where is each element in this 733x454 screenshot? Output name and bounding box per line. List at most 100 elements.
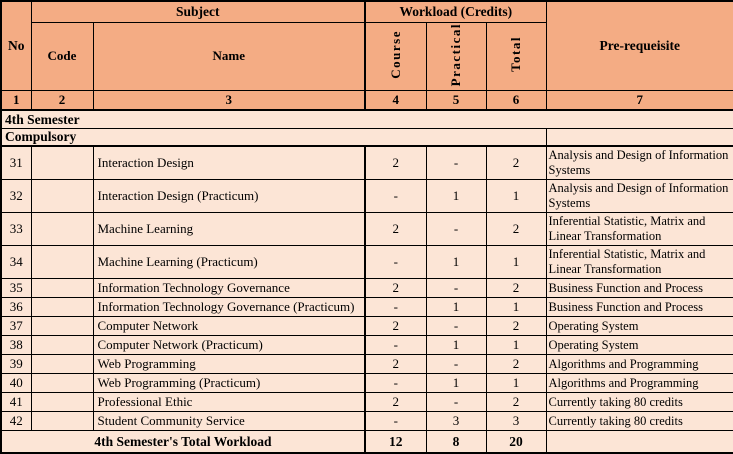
col-num-3: 3 [92,89,366,112]
row-no: 38 [0,335,32,356]
table-row: 42 Student Community Service -3 3 Currently … [0,411,733,432]
row-name: Professional Ethic [92,392,366,413]
row-prerequisite: Analysis and Design of Information Syste… [545,145,733,181]
table-body: 1 2 3 4 5 6 7 4th Semester Compulsory 31… [0,89,733,454]
row-practical: - [425,354,487,375]
row-no: 40 [0,373,32,394]
row-prerequisite: Inferential Statistic, Matrix and Linear… [545,212,733,247]
row-practical: - [425,278,487,299]
row-total: 2 [485,145,547,181]
row-name: Web Programming (Practicum) [92,373,366,394]
table-row: 31 Interaction Design 2-2 Analysis and Desi… [0,145,733,181]
row-course: - [364,335,427,356]
row-name: Machine Learning (Practicum) [92,245,366,280]
row-total: 3 [485,411,547,432]
total-label: 4th Semester's Total Workload [0,430,366,454]
col-num-4: 4 [364,89,427,112]
row-course: 2 [364,145,427,181]
row-course: 2 [364,278,427,299]
row-practical: 1 [425,245,487,280]
row-prerequisite: Business Function and Process [545,297,733,318]
row-prerequisite: Algorithms and Programming [545,373,733,394]
header-total: Total [485,21,547,91]
header-prerequisite: Pre-requeisite [545,0,733,91]
row-name: Computer Network [92,316,366,337]
row-code [30,278,94,299]
row-name: Interaction Design (Practicum) [92,179,366,214]
header-total-label: Total [508,36,523,73]
row-prerequisite: Operating System [545,335,733,356]
header-course: Course [364,21,427,91]
row-total: 1 [485,245,547,280]
row-course: - [364,179,427,214]
row-prerequisite: Currently taking 80 credits [545,411,733,432]
table-row: 39 Web Programming 2-2 Algorithms and Progr… [0,354,733,375]
header-code: Code [30,21,94,91]
row-no: 31 [0,145,32,181]
row-course: 2 [364,316,427,337]
row-code [30,179,94,214]
row-practical: - [425,212,487,247]
table-row: 41 Professional Ethic 2-2 Currently taking … [0,392,733,413]
row-name: Student Community Service [92,411,366,432]
row-no: 36 [0,297,32,318]
table-row: 34 Machine Learning (Practicum) -1 1 Inferen… [0,245,733,280]
row-course: 2 [364,392,427,413]
row-practical: 1 [425,179,487,214]
row-course: - [364,411,427,432]
row-name: Machine Learning [92,212,366,247]
row-code [30,245,94,280]
row-name: Information Technology Governance (Pract… [92,297,366,318]
row-total: 2 [485,354,547,375]
row-no: 32 [0,179,32,214]
total-workload-row: 4th Semester's Total Workload 12 8 20 [0,430,733,454]
table-row: 36 Information Technology Governance (Pra… [0,297,733,318]
row-prerequisite: Analysis and Design of Information Syste… [545,179,733,214]
table-row: 37 Computer Network 2-2 Operating System [0,316,733,337]
row-total: 1 [485,335,547,356]
semester-section-row: 4th Semester [0,109,733,129]
row-code [30,212,94,247]
row-practical: - [425,316,487,337]
table-row: 38 Computer Network (Practicum) -1 1 Operati… [0,335,733,356]
row-code [30,316,94,337]
row-no: 42 [0,411,32,432]
row-total: 1 [485,179,547,214]
total-course: 12 [364,430,427,454]
row-no: 34 [0,245,32,280]
row-no: 35 [0,278,32,299]
row-code [30,145,94,181]
row-code [30,373,94,394]
row-code [30,297,94,318]
col-num-6: 6 [485,89,547,112]
row-practical: - [425,392,487,413]
row-practical: - [425,145,487,181]
header-subject: Subject [30,0,366,23]
row-total: 2 [485,278,547,299]
row-practical: 3 [425,411,487,432]
row-name: Web Programming [92,354,366,375]
column-number-row: 1 2 3 4 5 6 7 [0,89,733,112]
group-section-row: Compulsory [0,127,733,148]
row-name: Computer Network (Practicum) [92,335,366,356]
table-row: 32 Interaction Design (Practicum) -1 1 Analy… [0,179,733,214]
header-no: No [0,0,32,91]
row-prerequisite: Currently taking 80 credits [545,392,733,413]
row-code [30,411,94,432]
header-practical-label: Practical [448,22,463,86]
row-course: - [364,297,427,318]
table-header: No Subject Workload (Credits) Pre-requei… [0,0,733,91]
header-practical: Practical [425,21,487,91]
semester-label: 4th Semester [0,109,733,129]
row-practical: 1 [425,335,487,356]
total-prerequisite-empty [545,430,733,454]
group-label: Compulsory [0,127,547,148]
col-num-2: 2 [30,89,94,112]
row-code [30,354,94,375]
row-prerequisite: Operating System [545,316,733,337]
row-total: 2 [485,212,547,247]
row-prerequisite: Algorithms and Programming [545,354,733,375]
total-practical: 8 [425,430,487,454]
row-prerequisite: Business Function and Process [545,278,733,299]
